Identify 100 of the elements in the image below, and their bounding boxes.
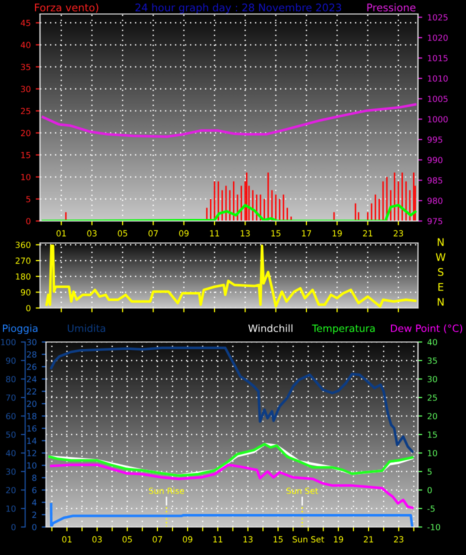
- y-tick-label: 10: [6, 505, 16, 512]
- y2-tick-label: 20: [428, 412, 438, 420]
- y3-tick-label: 18: [27, 412, 36, 420]
- y-tick-label: 0: [11, 524, 16, 530]
- y-tick-label: 10: [21, 174, 30, 180]
- y-tick-label: 45: [20, 20, 30, 26]
- text: S: [438, 268, 444, 276]
- text: N: [438, 298, 444, 306]
- text: Dew Point (°C): [390, 324, 462, 334]
- y2-tick-label: 35: [428, 357, 437, 364]
- y3-tick-label: 16: [27, 425, 36, 432]
- y2-tick-label: 995: [428, 136, 442, 143]
- x-tick-label: 17: [302, 230, 312, 236]
- y-tick-label: 40: [6, 450, 16, 456]
- y-tick-label: 50: [6, 431, 16, 438]
- x-tick-label: 07: [152, 536, 162, 542]
- text: Temperatura: [312, 324, 375, 334]
- y-tick-label: 5: [26, 196, 30, 202]
- y3-tick-label: 28: [26, 351, 36, 358]
- y2-tick-label: 985: [428, 177, 442, 184]
- text: Pioggia: [2, 324, 38, 334]
- x-tick-label: 09: [182, 536, 192, 542]
- y3-tick-label: 24: [26, 376, 37, 382]
- x-tick-label: 11: [210, 230, 220, 236]
- y3-tick-label: 6: [32, 486, 36, 494]
- text: Windchill: [248, 324, 292, 332]
- x-tick-label: 15: [274, 536, 283, 542]
- y2-tick-label: 30: [428, 376, 438, 382]
- y2-tick-label: -10: [427, 524, 440, 530]
- y2-tick-label: -5: [427, 506, 435, 512]
- y3-tick-label: 14: [27, 438, 37, 444]
- x-tick-label: 03: [87, 230, 97, 236]
- y3-tick-label: 0: [32, 524, 36, 530]
- x-tick-label: 19: [334, 536, 344, 542]
- line-series: [50, 346, 414, 453]
- y-tick-label: 0: [26, 218, 30, 224]
- series-label: Umidita: [68, 324, 106, 332]
- y-tick-label: 70: [6, 394, 16, 401]
- y-tick-label: 100: [1, 338, 16, 346]
- y2-tick-label: 990: [428, 156, 442, 164]
- y-tick-label: 30: [6, 468, 16, 475]
- y-tick-label: 35: [21, 64, 30, 70]
- x-tick-label: 23: [394, 230, 404, 236]
- y2-tick-label: 40: [427, 338, 438, 346]
- y-tick-label: 30: [21, 86, 30, 92]
- x-tick-label: 03: [92, 536, 102, 542]
- x-tick-label: 13: [240, 230, 250, 236]
- x-tick-label: 01: [62, 536, 72, 542]
- y-tick-label: 180: [16, 273, 30, 280]
- y-tick-label: 15: [21, 152, 30, 158]
- text: N: [438, 238, 444, 246]
- y2-tick-label: 1010: [428, 75, 448, 82]
- line-series: [42, 204, 416, 221]
- y2-tick-label: 15: [428, 432, 437, 438]
- y-tick-label: 25: [20, 108, 30, 114]
- y-tick-label: 0: [26, 304, 30, 312]
- y2-tick-label: 1015: [428, 54, 448, 62]
- y-tick-label: 40: [20, 42, 30, 48]
- y-tick-label: 20: [6, 486, 16, 494]
- y2-tick-label: 975: [428, 218, 442, 224]
- x-tick-label: 23: [394, 536, 404, 542]
- y-tick-label: 20: [20, 130, 30, 136]
- y-tick-label: 90: [20, 289, 30, 296]
- ref-line-label: Sun Set: [286, 488, 318, 494]
- y-tick-label: 360: [16, 242, 30, 248]
- x-tick-label: 21: [363, 230, 372, 236]
- y2-tick-label: 1005: [428, 96, 448, 102]
- chart-title: 24 hour graph day : 28 Novembre 2023: [135, 3, 342, 14]
- line-series: [50, 464, 414, 510]
- x-tick-label: 19: [332, 230, 342, 236]
- x-tick-label: 01: [56, 230, 66, 236]
- x-tick-label: 15: [271, 230, 280, 236]
- y2-tick-label: 25: [428, 394, 437, 401]
- y2-tick-label: 5: [428, 468, 432, 475]
- y-tick-label: 60: [6, 412, 16, 420]
- line-series: [42, 103, 416, 138]
- y-axis-title: Forza vento): [35, 3, 98, 13]
- y2-tick-label: 980: [428, 198, 442, 204]
- y3-tick-label: 12: [27, 450, 36, 456]
- y2-axis-title: Pressione: [367, 3, 416, 12]
- text: E: [438, 283, 444, 291]
- ref-line-label: Sun Rise: [148, 487, 184, 494]
- y2-tick-label: 0: [428, 486, 432, 494]
- x-tick-label: 13: [244, 536, 253, 542]
- x-tick-label: Sun Set: [292, 536, 324, 542]
- y2-tick-label: 1025: [428, 14, 448, 21]
- x-tick-label: 11: [213, 536, 222, 542]
- y2-tick-label: 10: [428, 450, 438, 456]
- line-series: [50, 502, 414, 527]
- y3-tick-label: 22: [26, 388, 36, 394]
- x-tick-label: 21: [364, 536, 374, 542]
- y2-tick-label: 1020: [428, 34, 448, 41]
- x-tick-label: 07: [148, 230, 158, 236]
- x-tick-label: 09: [179, 230, 189, 236]
- y3-tick-label: 4: [32, 499, 37, 506]
- y-tick-label: 90: [6, 357, 16, 364]
- text: W: [436, 253, 446, 261]
- x-tick-label: 05: [118, 230, 128, 236]
- y3-tick-label: 8: [32, 474, 36, 481]
- y-tick-label: 80: [6, 376, 16, 382]
